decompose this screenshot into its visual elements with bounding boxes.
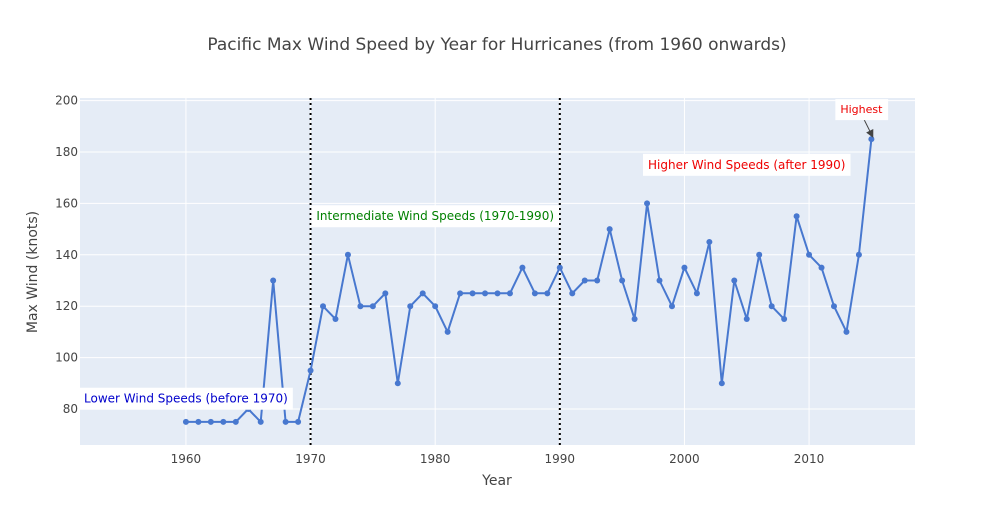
- data-point: [195, 418, 202, 425]
- annotation-label: Higher Wind Speeds (after 1990): [643, 153, 851, 176]
- x-tick-label: 1990: [545, 452, 576, 466]
- data-point: [843, 328, 850, 335]
- y-tick-label: 80: [63, 402, 78, 416]
- data-point: [506, 290, 513, 297]
- data-point: [644, 200, 651, 207]
- annotation-box: [643, 153, 851, 176]
- data-point: [531, 290, 538, 297]
- data-point: [594, 277, 601, 284]
- data-point: [706, 238, 713, 245]
- data-point: [344, 251, 351, 258]
- data-point: [444, 328, 451, 335]
- data-point: [606, 226, 613, 233]
- data-point: [207, 418, 214, 425]
- x-axis-title: Year: [481, 473, 512, 489]
- y-tick-label: 180: [55, 145, 78, 159]
- annotation-arrow: [862, 117, 874, 138]
- data-point: [369, 303, 376, 310]
- data-point: [257, 418, 264, 425]
- data-point: [581, 277, 588, 284]
- data-point: [469, 290, 476, 297]
- data-point: [432, 303, 439, 310]
- data-point: [868, 136, 875, 143]
- data-point: [556, 264, 563, 271]
- data-point: [320, 303, 327, 310]
- data-point: [619, 277, 626, 284]
- data-point: [419, 290, 426, 297]
- data-point: [494, 290, 501, 297]
- data-point: [295, 418, 302, 425]
- data-point: [569, 290, 576, 297]
- y-tick-label: 120: [55, 299, 78, 313]
- data-point: [220, 418, 227, 425]
- data-point: [457, 290, 464, 297]
- y-tick-label: 200: [55, 94, 78, 108]
- x-tick-label: 2010: [794, 452, 825, 466]
- x-tick-label: 1960: [171, 452, 202, 466]
- data-point: [307, 367, 314, 374]
- data-point: [743, 316, 750, 323]
- annotation-label: Intermediate Wind Speeds (1970-1990): [311, 205, 560, 228]
- data-point: [407, 303, 414, 310]
- y-tick-label: 140: [55, 248, 78, 262]
- y-axis-title: Max Wind (knots): [25, 211, 41, 333]
- chart-title: Pacific Max Wind Speed by Year for Hurri…: [207, 35, 786, 55]
- data-point: [332, 316, 339, 323]
- annotation-text: Intermediate Wind Speeds (1970-1990): [316, 209, 554, 223]
- data-point: [232, 418, 239, 425]
- data-point: [668, 303, 675, 310]
- data-point: [519, 264, 526, 271]
- data-point: [818, 264, 825, 271]
- annotation-box: [835, 99, 889, 121]
- data-point: [756, 251, 763, 258]
- data-point: [656, 277, 663, 284]
- annotation-highest: Highest: [835, 99, 889, 121]
- data-point: [681, 264, 688, 271]
- data-point: [855, 251, 862, 258]
- annotation-text: Higher Wind Speeds (after 1990): [648, 158, 845, 172]
- x-tick-label: 1980: [420, 452, 451, 466]
- x-tick-label: 2000: [669, 452, 700, 466]
- data-point: [282, 418, 289, 425]
- data-point: [830, 303, 837, 310]
- data-point: [382, 290, 389, 297]
- annotation-box: [79, 387, 293, 410]
- y-tick-label: 100: [55, 351, 78, 365]
- annotation-box: [311, 205, 560, 228]
- data-point: [270, 277, 277, 284]
- data-point: [731, 277, 738, 284]
- data-point: [693, 290, 700, 297]
- annotation-text: Highest: [840, 103, 883, 116]
- annotation-text: Lower Wind Speeds (before 1970): [84, 392, 288, 406]
- data-point: [781, 316, 788, 323]
- y-tick-label: 160: [55, 196, 78, 210]
- data-point: [544, 290, 551, 297]
- x-tick-label: 1970: [295, 452, 326, 466]
- series-line: [185, 138, 873, 423]
- data-point: [182, 418, 189, 425]
- data-point: [768, 303, 775, 310]
- data-point: [357, 303, 364, 310]
- data-point: [806, 251, 813, 258]
- annotation-label: Lower Wind Speeds (before 1970): [79, 387, 293, 410]
- data-point: [793, 213, 800, 220]
- data-point: [631, 316, 638, 323]
- data-point: [718, 380, 725, 387]
- data-point: [394, 380, 401, 387]
- data-point: [482, 290, 489, 297]
